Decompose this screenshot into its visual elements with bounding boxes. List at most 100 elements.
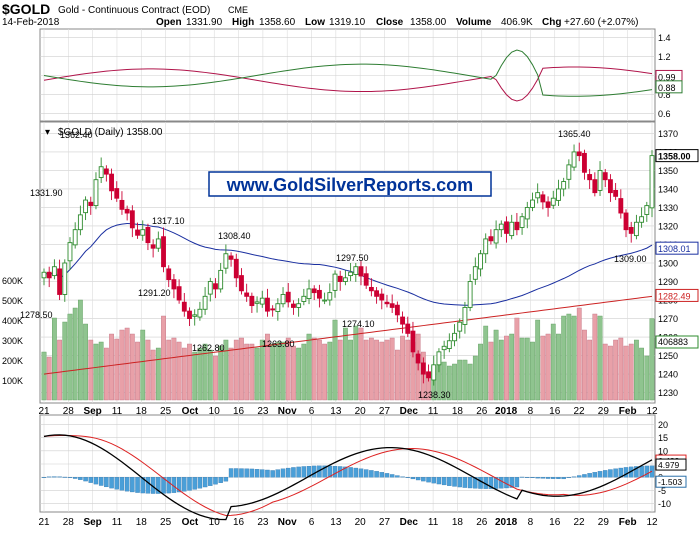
candle-body bbox=[285, 291, 291, 303]
volume-bar bbox=[291, 345, 296, 401]
macd-histogram-bar bbox=[343, 466, 348, 478]
candle-body bbox=[181, 301, 187, 312]
macd-histogram-bar bbox=[228, 468, 234, 478]
candle-body bbox=[478, 253, 483, 270]
macd-y-tick: -5 bbox=[658, 486, 666, 496]
volume-bar bbox=[275, 341, 281, 401]
x-tick-label: 8 bbox=[528, 406, 534, 417]
candle-body bbox=[109, 173, 114, 192]
price-y-tick: 1270 bbox=[658, 314, 678, 324]
volume-y-tick: 500K bbox=[2, 296, 23, 306]
macd-histogram-bar bbox=[540, 477, 546, 479]
volume-bar bbox=[452, 363, 457, 401]
candle-body bbox=[150, 244, 156, 249]
volume-y-tick: 200K bbox=[2, 356, 23, 366]
candle-body bbox=[218, 269, 224, 290]
volume-bar bbox=[202, 343, 208, 401]
volume-bar bbox=[259, 339, 265, 401]
candle-body bbox=[420, 362, 426, 375]
x-tick-label: 13 bbox=[330, 406, 342, 417]
candle-body bbox=[540, 194, 546, 203]
candle-body bbox=[207, 281, 213, 295]
x-tick-label-lower: 2018 bbox=[495, 517, 518, 528]
volume-bar bbox=[358, 327, 364, 401]
candle-body bbox=[623, 212, 629, 231]
candle-body bbox=[280, 294, 286, 305]
candle-body bbox=[353, 266, 359, 275]
macd-histogram-bar bbox=[608, 469, 613, 478]
macd-histogram-bar bbox=[379, 472, 385, 478]
candle-body bbox=[187, 310, 192, 319]
low-value: 1319.10 bbox=[329, 17, 366, 28]
x-tick-label: 16 bbox=[549, 406, 561, 417]
candle-body bbox=[88, 201, 94, 207]
chart-header: $GOLD Gold - Continuous Contract (EOD) C… bbox=[2, 1, 639, 28]
volume-bar bbox=[98, 341, 104, 401]
volume-bar bbox=[504, 335, 509, 401]
volume-bar bbox=[384, 339, 390, 401]
macd-histogram-bar bbox=[374, 471, 379, 478]
candle-body bbox=[62, 262, 68, 295]
macd-histogram-bar bbox=[254, 469, 260, 478]
x-tick-label: 20 bbox=[355, 406, 367, 417]
price-annotation: 1297.50 bbox=[336, 253, 369, 263]
volume-bar bbox=[228, 347, 234, 401]
macd-histogram-bar bbox=[327, 465, 333, 478]
macd-histogram-bar bbox=[457, 477, 462, 488]
candle-body bbox=[467, 281, 473, 308]
macd-y-tick: -10 bbox=[658, 499, 671, 509]
candle-body bbox=[368, 286, 374, 292]
quote-date: 14-Feb-2018 bbox=[2, 17, 60, 28]
macd-histogram-bar bbox=[296, 466, 301, 478]
macd-histogram-bar bbox=[353, 467, 359, 478]
x-tick-label-lower: 27 bbox=[379, 517, 391, 528]
macd-histogram-bar bbox=[556, 477, 561, 479]
macd-histogram-bar bbox=[613, 468, 618, 478]
price-annotation: 1362.40 bbox=[60, 130, 93, 140]
volume-bar bbox=[509, 333, 515, 401]
macd-histogram-bar bbox=[545, 477, 551, 479]
price-annotation: 1365.40 bbox=[558, 129, 591, 139]
candle-body bbox=[41, 271, 47, 279]
macd-value-box bbox=[655, 475, 687, 488]
macd-histogram-bar bbox=[436, 477, 442, 485]
volume-bar bbox=[218, 345, 224, 401]
candle-body bbox=[51, 266, 57, 277]
volume-bar bbox=[498, 339, 504, 401]
macd-histogram-bar bbox=[431, 477, 436, 484]
candle-body bbox=[166, 268, 172, 281]
macd-y-tick: 15 bbox=[658, 433, 668, 443]
volume-bar bbox=[135, 341, 140, 401]
candle-body bbox=[93, 179, 99, 207]
price-annotation: 1238.30 bbox=[418, 390, 451, 400]
macd-line bbox=[43, 434, 653, 521]
volume-value-label: 406883 bbox=[658, 337, 688, 347]
macd-y-tick: 20 bbox=[658, 420, 668, 430]
candle-body bbox=[639, 216, 645, 223]
volume-bar bbox=[613, 339, 619, 401]
macd-histogram-bar bbox=[363, 469, 369, 478]
macd-histogram-bar bbox=[488, 477, 494, 489]
price-y-tick: 1330 bbox=[658, 203, 678, 213]
macd-histogram-bar bbox=[88, 477, 93, 483]
macd-histogram-bar bbox=[104, 477, 109, 488]
macd-histogram-bar bbox=[156, 477, 161, 494]
x-tick-label-lower: 11 bbox=[112, 517, 123, 528]
x-tick-label: Nov bbox=[278, 406, 297, 417]
volume-bar bbox=[46, 356, 52, 401]
candle-body bbox=[98, 166, 104, 178]
price-y-tick: 1320 bbox=[658, 221, 678, 231]
x-tick-label-lower: 22 bbox=[573, 517, 585, 528]
volume-bar bbox=[602, 343, 608, 401]
candle-body bbox=[145, 227, 151, 244]
macd-histogram-bar bbox=[592, 472, 598, 478]
macd-histogram-bar bbox=[57, 476, 62, 478]
macd-histogram-bar bbox=[67, 477, 73, 478]
candle-body bbox=[441, 345, 447, 351]
volume-bar bbox=[41, 351, 47, 401]
candle-body bbox=[504, 221, 509, 234]
volume-bar bbox=[239, 337, 244, 401]
macd-histogram-bar bbox=[623, 467, 629, 478]
volume-bar bbox=[623, 345, 629, 401]
